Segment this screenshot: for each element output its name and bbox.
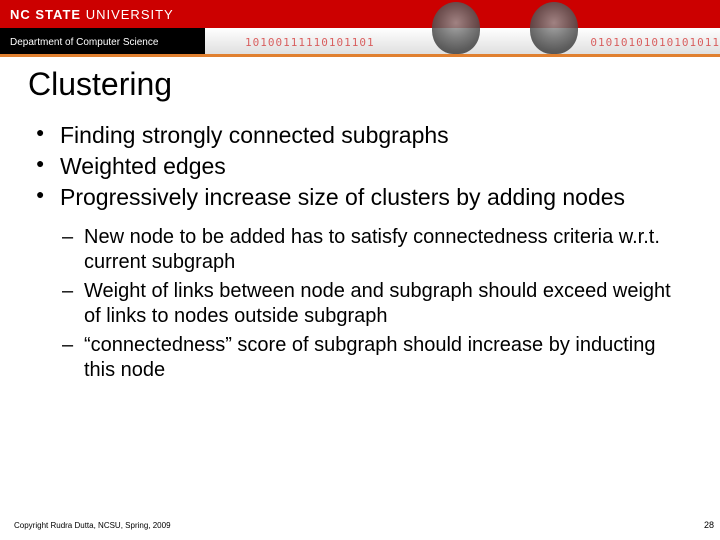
page-number: 28	[704, 520, 714, 530]
sub-bullet-item: Weight of links between node and subgrap…	[62, 279, 692, 329]
copyright-footer: Copyright Rudra Dutta, NCSU, Spring, 200…	[14, 521, 171, 530]
main-bullets: Finding strongly connected subgraphs Wei…	[28, 121, 692, 211]
sub-bullets: New node to be added has to satisfy conn…	[28, 225, 692, 383]
sub-bullet-item: “connectedness” score of subgraph should…	[62, 333, 692, 383]
wolf-image-1	[432, 2, 480, 54]
bullet-item: Progressively increase size of clusters …	[36, 183, 692, 212]
header-top-bar: NC STATE UNIVERSITY	[0, 0, 720, 28]
slide-content: Clustering Finding strongly connected su…	[0, 56, 720, 383]
bullet-item: Weighted edges	[36, 152, 692, 181]
binary-left: 10100111110101101	[205, 36, 375, 49]
university-suffix: UNIVERSITY	[86, 7, 174, 22]
slide-title: Clustering	[28, 66, 692, 103]
binary-right: 01010101010101011	[590, 36, 720, 49]
university-bold: NC STATE	[10, 7, 81, 22]
university-name: NC STATE UNIVERSITY	[10, 7, 174, 22]
header-bottom-bar: Department of Computer Science 101001111…	[0, 28, 720, 56]
slide-header: NC STATE UNIVERSITY Department of Comput…	[0, 0, 720, 56]
department-label: Department of Computer Science	[0, 28, 205, 56]
wolf-image-2	[530, 2, 578, 54]
sub-bullet-item: New node to be added has to satisfy conn…	[62, 225, 692, 275]
bullet-item: Finding strongly connected subgraphs	[36, 121, 692, 150]
header-underline	[0, 54, 720, 57]
